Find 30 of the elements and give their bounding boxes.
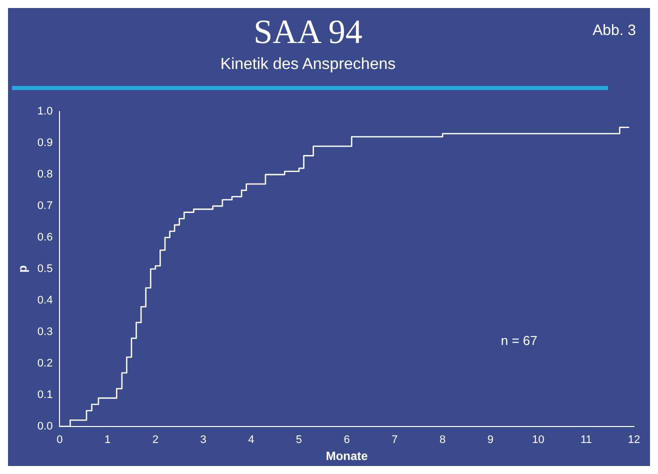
x-tick-label: 5 bbox=[296, 434, 302, 446]
x-tick-label: 4 bbox=[248, 434, 254, 446]
x-tick-label: 0 bbox=[56, 434, 63, 446]
y-tick-label: 0.0 bbox=[37, 420, 53, 432]
y-tick-label: 0.7 bbox=[37, 200, 53, 212]
annotation: n = 67 bbox=[500, 332, 538, 348]
x-tick-label: 11 bbox=[580, 434, 592, 446]
x-tick-label: 12 bbox=[628, 434, 640, 446]
x-tick-label: 10 bbox=[532, 434, 544, 446]
x-tick-label: 9 bbox=[487, 434, 494, 446]
y-tick-label: 0.9 bbox=[37, 137, 53, 150]
caption: Abb. 3 bbox=[592, 22, 636, 39]
chart-title: SAA 94 bbox=[254, 14, 362, 51]
x-tick-label: 7 bbox=[392, 434, 398, 446]
x-tick-label: 1 bbox=[104, 434, 111, 446]
y-tick-label: 0.4 bbox=[37, 294, 53, 307]
y-tick-label: 0.1 bbox=[37, 388, 53, 401]
y-tick-label: 0.8 bbox=[37, 168, 53, 181]
y-tick-label: 0.3 bbox=[37, 326, 53, 338]
chart-subtitle: Kinetik des Ansprechens bbox=[219, 56, 397, 74]
y-tick-label: 1.0 bbox=[37, 106, 53, 118]
y-tick-label: 0.2 bbox=[37, 357, 53, 370]
x-tick-label: 2 bbox=[152, 434, 158, 446]
y-tick-label: 0.6 bbox=[37, 232, 53, 244]
x-tick-label: 3 bbox=[200, 434, 206, 446]
y-axis-title: p bbox=[16, 265, 30, 273]
x-axis-title: Monate bbox=[326, 449, 368, 464]
x-tick-label: 8 bbox=[440, 434, 446, 446]
x-tick-label: 6 bbox=[344, 434, 350, 446]
y-tick-label: 0.5 bbox=[37, 263, 53, 276]
